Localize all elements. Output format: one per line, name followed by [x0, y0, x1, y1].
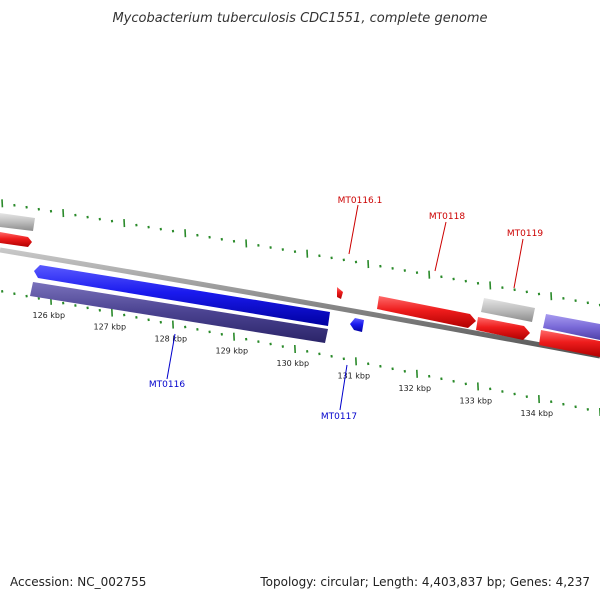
ruler-tick-label: 126 kbp [32, 311, 65, 320]
ruler-tick-label: 130 kbp [276, 359, 309, 368]
feature-purple-right[interactable] [543, 314, 600, 340]
forward-ruler [1, 199, 600, 307]
gene-arrow-mt0116-1[interactable] [337, 287, 343, 299]
gene-arrow-mt0116[interactable] [34, 265, 330, 326]
leader-mt0119 [513, 238, 524, 289]
feature-grey-left[interactable] [0, 213, 35, 231]
gene-arrow-forward-right[interactable] [539, 330, 600, 357]
ruler-tick-label: 129 kbp [215, 347, 248, 356]
gene-label-mt0116-1[interactable]: MT0116.1 [338, 196, 383, 206]
feature-grey-right[interactable] [481, 298, 535, 322]
gene-arrow-mt0117[interactable] [350, 318, 364, 332]
ruler-tick-label: 134 kbp [520, 409, 553, 418]
gene-arrow-mt0118[interactable] [377, 296, 476, 328]
ruler-tick-label: 127 kbp [93, 323, 126, 332]
leader-mt0118 [434, 221, 447, 272]
leader-mt0116 [166, 333, 176, 380]
leader-mt0116-1 [348, 204, 359, 255]
ruler-tick-label: 132 kbp [398, 384, 431, 393]
leader-mt0117 [339, 364, 348, 411]
map-title: Mycobacterium tuberculosis CDC1551, comp… [112, 11, 487, 26]
gene-label-mt0117[interactable]: MT0117 [321, 412, 357, 422]
ruler-tick-label: 128 kbp [154, 335, 187, 344]
gene-arrow-mt0119[interactable] [476, 317, 530, 340]
accession-text: Accession: NC_002755 [10, 575, 146, 589]
genome-backbone [0, 247, 600, 359]
cds-arrow-mt0116[interactable] [30, 282, 328, 343]
gene-label-mt0116[interactable]: MT0116 [149, 380, 185, 390]
genome-summary-text: Topology: circular; Length: 4,403,837 bp… [259, 575, 590, 589]
gene-label-mt0118[interactable]: MT0118 [429, 212, 465, 222]
gene-label-mt0119[interactable]: MT0119 [507, 229, 543, 239]
ruler-tick-label: 133 kbp [459, 396, 492, 405]
ruler-tick-label: 131 kbp [337, 371, 370, 380]
gene-arrow-forward[interactable] [0, 232, 32, 247]
position-ruler: 126 kbp 127 kbp 128 kbp 129 kbp 130 kbp 131 k… [1, 290, 600, 418]
